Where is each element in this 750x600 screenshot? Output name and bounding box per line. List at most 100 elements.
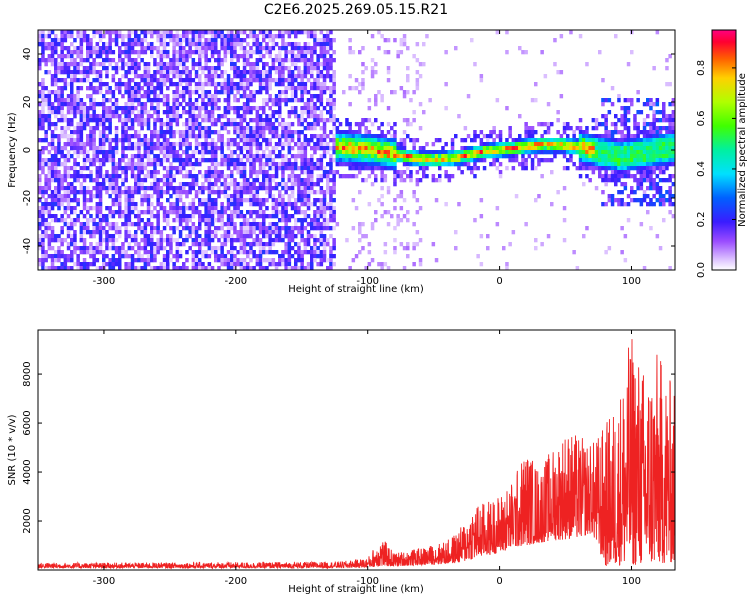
heatmap-cell xyxy=(102,42,106,47)
heatmap-cell xyxy=(383,38,388,43)
heatmap-cell xyxy=(399,242,404,247)
heatmap-cell xyxy=(255,254,260,259)
heatmap-cell xyxy=(194,146,199,151)
heatmap-cell xyxy=(476,150,480,155)
heatmap-cell xyxy=(287,242,292,247)
heatmap-cell xyxy=(162,66,167,71)
heatmap-cell xyxy=(246,158,250,163)
heatmap-cell xyxy=(137,118,141,123)
heatmap-cell xyxy=(284,126,288,131)
heatmap-cell xyxy=(169,210,173,215)
heatmap-cell xyxy=(50,198,55,203)
heatmap-cell xyxy=(194,90,199,95)
heatmap-cell xyxy=(294,234,298,239)
heatmap-cell xyxy=(204,266,208,270)
heatmap-cell xyxy=(322,46,327,51)
heatmap-cell xyxy=(466,150,471,155)
heatmap-cell xyxy=(262,234,266,239)
heatmap-cell xyxy=(361,234,365,239)
heatmap-cell xyxy=(236,34,240,39)
heatmap-cell xyxy=(60,94,64,99)
heatmap-cell xyxy=(108,234,112,239)
heatmap-cell xyxy=(268,34,272,39)
heatmap-cell xyxy=(287,134,292,139)
heatmap-cell xyxy=(287,126,292,131)
heatmap-cell xyxy=(188,154,192,159)
heatmap-cell xyxy=(300,230,304,235)
heatmap-cell xyxy=(233,98,237,103)
heatmap-cell xyxy=(204,114,208,119)
heatmap-cell xyxy=(262,162,266,167)
heatmap-cell xyxy=(66,54,71,59)
heatmap-cell xyxy=(258,158,263,163)
heatmap-cell xyxy=(374,162,378,167)
heatmap-cell xyxy=(121,126,125,131)
heatmap-cell xyxy=(140,210,144,215)
heatmap-cell xyxy=(278,50,282,55)
heatmap-cell xyxy=(223,142,228,147)
heatmap-cell xyxy=(153,254,157,259)
heatmap-cell xyxy=(303,250,308,255)
heatmap-cell xyxy=(236,74,240,79)
heatmap-cell xyxy=(319,38,324,43)
heatmap-cell xyxy=(198,30,202,35)
heatmap-cell xyxy=(319,230,324,235)
heatmap-cell xyxy=(306,166,311,171)
heatmap-cell xyxy=(294,218,298,223)
heatmap-cell xyxy=(239,54,244,59)
heatmap-cell xyxy=(150,158,154,163)
heatmap-cell xyxy=(124,186,128,191)
heatmap-cell xyxy=(95,186,100,191)
heatmap-cell xyxy=(210,82,215,87)
heatmap-cell xyxy=(118,58,122,63)
heatmap-cell xyxy=(146,118,151,123)
heatmap-cell xyxy=(57,206,61,211)
heatmap-cell xyxy=(310,86,314,91)
heatmap-cell xyxy=(364,118,368,123)
heatmap-cell xyxy=(479,198,484,203)
heatmap-cell xyxy=(105,154,109,159)
heatmap-cell xyxy=(41,234,45,239)
heatmap-cell xyxy=(191,118,196,123)
heatmap-cell xyxy=(102,62,106,67)
heatmap-cell xyxy=(210,166,215,171)
heatmap-cell xyxy=(166,210,170,215)
heatmap-cell xyxy=(92,206,96,211)
heatmap-cell xyxy=(114,226,119,231)
heatmap-cell xyxy=(550,122,554,127)
heatmap-cell xyxy=(63,98,68,103)
heatmap-cell xyxy=(182,106,186,111)
heatmap-cell xyxy=(207,38,212,43)
heatmap-cell xyxy=(329,30,333,35)
heatmap-cell xyxy=(201,218,205,223)
heatmap-cell xyxy=(252,50,256,55)
heatmap-cell xyxy=(313,250,317,255)
heatmap-cell xyxy=(47,98,52,103)
heatmap-cell xyxy=(111,254,116,259)
heatmap-cell xyxy=(322,174,327,179)
heatmap-cell xyxy=(399,50,404,55)
heatmap-cell xyxy=(335,150,340,155)
heatmap-cell xyxy=(146,162,151,167)
heatmap-cell xyxy=(130,194,135,199)
heatmap-cell xyxy=(38,178,42,183)
heatmap-cell xyxy=(422,158,426,163)
heatmap-cell xyxy=(63,198,68,203)
heatmap-cell xyxy=(303,266,308,270)
heatmap-cell xyxy=(230,50,234,55)
heatmap-cell xyxy=(348,38,352,43)
heatmap-cell xyxy=(457,114,461,119)
heatmap-cell xyxy=(617,166,621,171)
heatmap-cell xyxy=(358,138,362,143)
heatmap-cell xyxy=(374,142,378,147)
heatmap-cell xyxy=(82,166,87,171)
heatmap-cell xyxy=(185,158,189,163)
heatmap-cell xyxy=(150,30,154,35)
heatmap-cell xyxy=(300,58,304,63)
heatmap-cell xyxy=(146,242,151,247)
heatmap-cell xyxy=(412,158,416,163)
heatmap-cell xyxy=(466,154,471,159)
heatmap-cell xyxy=(63,222,68,227)
heatmap-cell xyxy=(98,118,103,123)
heatmap-cell xyxy=(361,178,365,183)
